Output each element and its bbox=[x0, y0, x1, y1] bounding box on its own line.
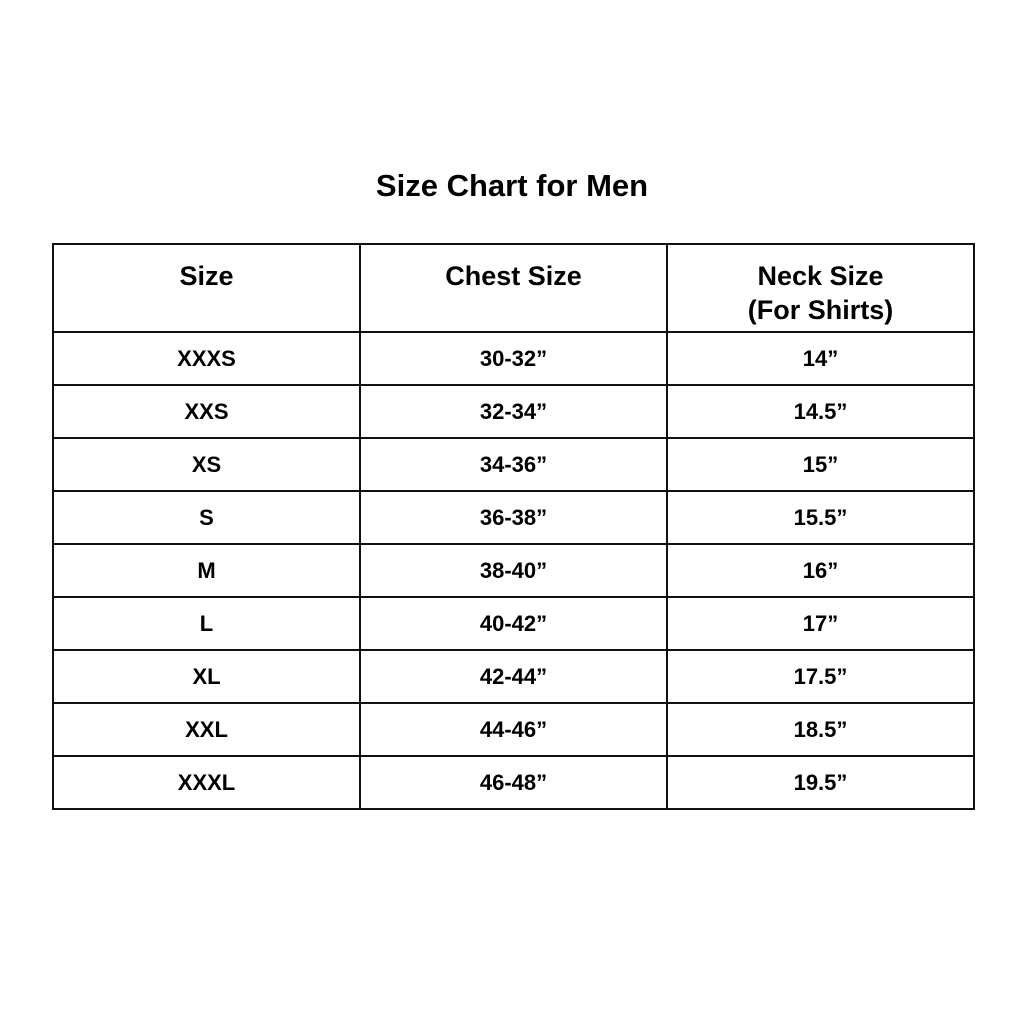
chest-size-cell: 44-46” bbox=[359, 702, 668, 757]
chest-size-cell: 32-34” bbox=[359, 384, 668, 439]
size-cell: XXXS bbox=[52, 331, 361, 386]
size-cell: XXS bbox=[52, 384, 361, 439]
neck-size-cell: 18.5” bbox=[666, 702, 975, 757]
size-cell: XS bbox=[52, 437, 361, 492]
chest-size-cell: 36-38” bbox=[359, 490, 668, 545]
neck-size-cell: 16” bbox=[666, 543, 975, 598]
neck-size-cell: 17” bbox=[666, 596, 975, 651]
table-row: M 38-40” 16” bbox=[52, 543, 975, 598]
chest-size-cell: 38-40” bbox=[359, 543, 668, 598]
chest-size-cell: 30-32” bbox=[359, 331, 668, 386]
header-neck-size-note: (For Shirts) bbox=[747, 295, 894, 325]
neck-size-cell: 14.5” bbox=[666, 384, 975, 439]
size-cell: L bbox=[52, 596, 361, 651]
header-chest-size: Chest Size bbox=[359, 243, 668, 333]
size-chart-table: Size Chest Size Neck Size (For Shirts) XX… bbox=[52, 243, 975, 810]
header-size: Size bbox=[52, 243, 361, 333]
table-row: XXXS 30-32” 14” bbox=[52, 331, 975, 386]
size-cell: XL bbox=[52, 649, 361, 704]
size-cell: XXXL bbox=[52, 755, 361, 810]
size-cell: M bbox=[52, 543, 361, 598]
neck-size-cell: 14” bbox=[666, 331, 975, 386]
page-title: Size Chart for Men bbox=[375, 168, 649, 203]
neck-size-cell: 15.5” bbox=[666, 490, 975, 545]
chest-size-cell: 46-48” bbox=[359, 755, 668, 810]
neck-size-cell: 19.5” bbox=[666, 755, 975, 810]
size-cell: XXL bbox=[52, 702, 361, 757]
table-row: XXL 44-46” 18.5” bbox=[52, 702, 975, 757]
chest-size-cell: 42-44” bbox=[359, 649, 668, 704]
header-neck-size: Neck Size (For Shirts) bbox=[666, 243, 975, 333]
header-neck-size-label: Neck Size bbox=[757, 261, 884, 291]
chest-size-cell: 34-36” bbox=[359, 437, 668, 492]
header-row: Size Chest Size Neck Size (For Shirts) bbox=[52, 243, 975, 333]
neck-size-cell: 15” bbox=[666, 437, 975, 492]
neck-size-cell: 17.5” bbox=[666, 649, 975, 704]
chest-size-cell: 40-42” bbox=[359, 596, 668, 651]
table-row: XS 34-36” 15” bbox=[52, 437, 975, 492]
table-row: XXXL 46-48” 19.5” bbox=[52, 755, 975, 810]
table-row: L 40-42” 17” bbox=[52, 596, 975, 651]
table-row: XL 42-44” 17.5” bbox=[52, 649, 975, 704]
table-row: XXS 32-34” 14.5” bbox=[52, 384, 975, 439]
size-cell: S bbox=[52, 490, 361, 545]
table-row: S 36-38” 15.5” bbox=[52, 490, 975, 545]
